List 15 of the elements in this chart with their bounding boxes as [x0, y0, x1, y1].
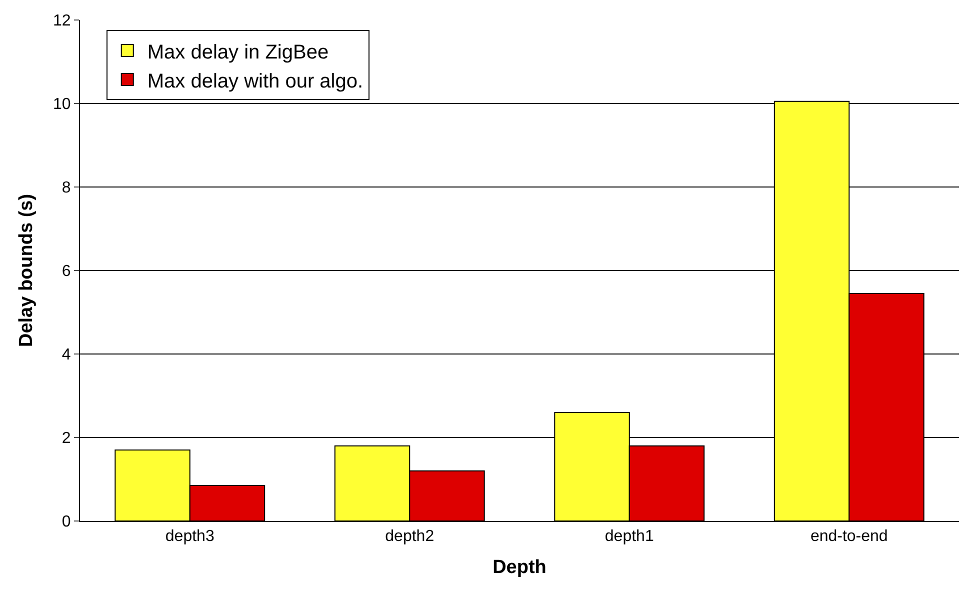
y-axis-title: Delay bounds (s): [16, 194, 37, 348]
x-tick-label: depth1: [604, 528, 654, 546]
x-axis-title: Depth: [492, 557, 546, 578]
y-tick-label: 6: [62, 263, 71, 280]
y-tick-label: 10: [53, 96, 71, 114]
y-tick-label: 4: [62, 346, 71, 364]
y-tick-label: 8: [62, 180, 71, 197]
y-tick-label: 0: [62, 514, 71, 531]
legend-label: Max delay with our algo.: [147, 70, 364, 92]
legend-label: Max delay in ZigBee: [147, 41, 329, 64]
x-tick-label: end-to-end: [810, 528, 888, 546]
y-tick-label: 2: [62, 430, 71, 448]
x-tick-label: depth2: [385, 528, 434, 546]
y-tick-label: 12: [53, 12, 71, 30]
x-tick-label: depth3: [165, 528, 214, 546]
